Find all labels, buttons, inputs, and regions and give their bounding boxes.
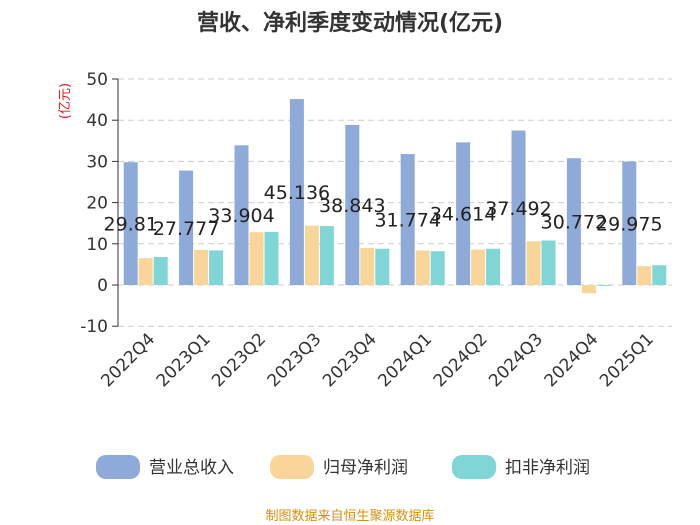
legend: 营业总收入 归母净利润 扣非净利润 [96, 455, 590, 479]
bar-归母净利润-2025Q1 [637, 266, 652, 285]
y-tick-label: 0 [97, 276, 108, 296]
bar-扣非净利润-2024Q1 [430, 251, 445, 285]
x-tick-label: 2024Q3 [485, 329, 547, 391]
bar-扣非净利润-2024Q4 [596, 285, 611, 286]
data-label-2023Q3: 45.136 [264, 182, 330, 204]
chart-title: 营收、净利季度变动情况(亿元) [197, 10, 503, 36]
bar-营业总收入-2023Q2 [234, 145, 249, 285]
y-tick-label: 40 [86, 111, 108, 131]
bar-营业总收入-2023Q4 [345, 124, 360, 285]
x-tick-label: 2023Q2 [208, 329, 270, 391]
bar-营业总收入-2024Q3 [511, 130, 526, 285]
bar-扣非净利润-2023Q4 [375, 248, 390, 285]
bar-扣非净利润-2023Q3 [319, 226, 334, 285]
bar-扣非净利润-2022Q4 [153, 256, 168, 285]
x-tick-label: 2025Q1 [596, 329, 658, 391]
bar-归母净利润-2023Q4 [360, 247, 375, 285]
bar-营业总收入-2023Q3 [289, 99, 304, 286]
bar-归母净利润-2024Q3 [526, 241, 541, 285]
x-tick-label: 2022Q4 [97, 329, 159, 391]
bar-扣非净利润-2024Q2 [486, 248, 501, 285]
bar-营业总收入-2024Q1 [400, 154, 415, 285]
x-tick-label: 2024Q1 [374, 329, 436, 391]
x-axis-ticks: 2022Q42023Q12023Q22023Q32023Q42024Q12024… [97, 329, 657, 391]
bar-扣非净利润-2023Q2 [264, 231, 279, 285]
y-tick-label: 10 [86, 235, 108, 255]
bar-扣非净利润-2024Q3 [541, 240, 556, 285]
bar-归母净利润-2022Q4 [138, 258, 153, 285]
y-axis-ticks: -10 0 10 20 30 40 50 [80, 70, 119, 337]
bars [123, 99, 667, 294]
data-label-2024Q2: 34.614 [430, 204, 496, 226]
data-label-2023Q1: 27.777 [153, 218, 219, 240]
legend-swatch-归母净利润 [270, 455, 314, 479]
bar-扣非净利润-2025Q1 [652, 265, 667, 285]
bar-归母净利润-2023Q2 [249, 232, 264, 285]
bar-营业总收入-2023Q1 [179, 170, 194, 285]
bar-归母净利润-2024Q2 [471, 249, 486, 285]
bar-归母净利润-2024Q1 [415, 250, 430, 285]
data-label-2023Q4: 38.843 [319, 195, 385, 217]
legend-label: 扣非净利润 [505, 458, 590, 478]
bar-营业总收入-2022Q4 [123, 162, 138, 285]
data-label-2025Q1: 29.975 [596, 213, 662, 235]
x-tick-label: 2024Q4 [541, 329, 603, 391]
data-labels: 29.8127.77733.90445.13638.84331.77434.61… [103, 182, 662, 240]
y-tick-label: 20 [86, 194, 108, 214]
bar-归母净利润-2024Q4 [581, 285, 596, 294]
data-label-2024Q3: 37.492 [485, 198, 551, 220]
x-tick-label: 2023Q1 [153, 329, 215, 391]
bar-归母净利润-2023Q3 [304, 225, 319, 285]
data-label-2024Q4: 30.772 [541, 212, 607, 234]
data-label-2023Q2: 33.904 [208, 205, 274, 227]
y-tick-label: 30 [86, 152, 108, 172]
y-tick-label: -10 [80, 317, 108, 337]
x-tick-label: 2023Q4 [319, 329, 381, 391]
source-note: 制图数据来自恒生聚源数据库 [265, 508, 434, 524]
bar-营业总收入-2024Q2 [456, 142, 471, 285]
bar-归母净利润-2023Q1 [194, 249, 209, 285]
y-axis-unit: (亿元) [58, 83, 73, 119]
bar-营业总收入-2025Q1 [622, 161, 637, 285]
y-tick-label: 50 [86, 70, 108, 90]
legend-label: 营业总收入 [149, 458, 234, 478]
legend-swatch-营业总收入 [96, 455, 140, 479]
data-label-2024Q1: 31.774 [374, 210, 440, 232]
legend-swatch-扣非净利润 [452, 455, 496, 479]
x-tick-label: 2023Q3 [264, 329, 326, 391]
bar-扣非净利润-2023Q1 [209, 250, 224, 285]
x-tick-label: 2024Q2 [430, 329, 492, 391]
data-label-2022Q4: 29.81 [103, 214, 157, 236]
bar-营业总收入-2024Q4 [566, 158, 581, 285]
legend-label: 归母净利润 [323, 458, 408, 478]
